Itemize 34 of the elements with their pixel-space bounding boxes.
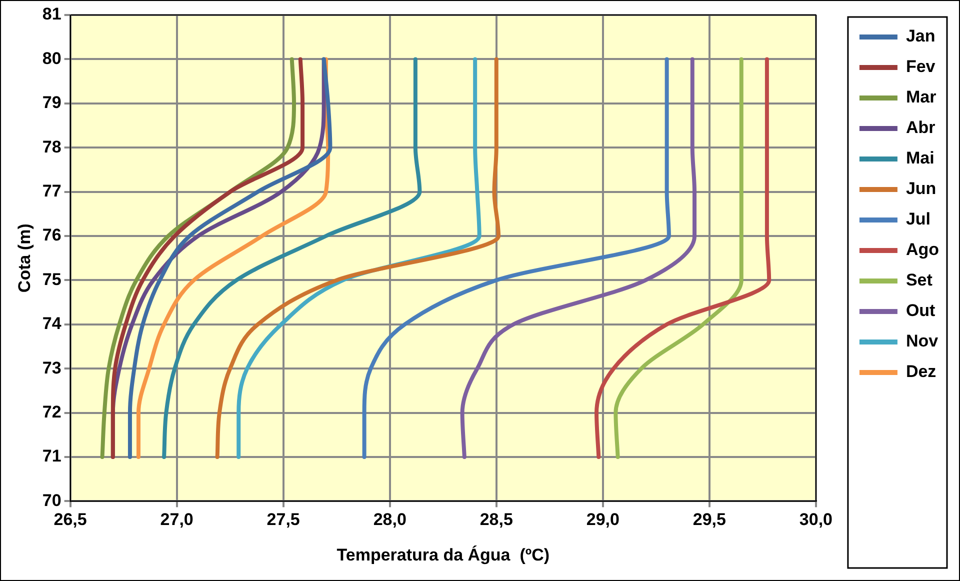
legend-label: Nov [906,332,939,351]
x-tick-label: 30,0 [799,510,832,530]
y-tick-label: 75 [42,270,62,289]
x-tick-label: 27,5 [266,510,300,530]
y-tick-label: 76 [42,226,62,245]
y-tick-label: 78 [42,137,62,156]
legend-label: Set [906,270,933,290]
y-tick-label: 80 [42,48,62,68]
legend-label: Mai [906,148,934,168]
y-tick-label: 72 [42,402,62,422]
x-tick-label: 28,5 [480,510,513,530]
legend-label: Jun [906,179,936,198]
x-tick-label: 28,0 [373,510,406,530]
legend-label: Jan [906,26,936,46]
y-tick-label: 71 [42,446,62,466]
legend-label: Mar [906,88,937,107]
y-axis-title: Cota (m) [14,224,34,293]
legend-label: Abr [906,118,936,138]
x-axis-title: Temperatura da Água (ºC) [336,544,550,564]
y-tick-label: 70 [42,490,62,510]
x-tick-label: 26,5 [54,510,87,530]
legend-label: Jul [906,210,931,229]
legend-label: Fev [906,57,936,76]
y-tick-label: 77 [42,181,62,200]
y-tick-label: 81 [42,4,62,24]
y-tick-label: 74 [42,314,62,334]
legend-label: Dez [906,362,936,382]
x-tick-label: 29,5 [692,510,726,530]
x-tick-label: 29,0 [586,510,620,530]
legend-label: Ago [906,240,939,260]
x-tick-label: 27,0 [160,510,194,530]
legend-label: Out [906,301,936,320]
y-tick-label: 73 [42,358,62,378]
y-tick-label: 79 [42,93,62,112]
